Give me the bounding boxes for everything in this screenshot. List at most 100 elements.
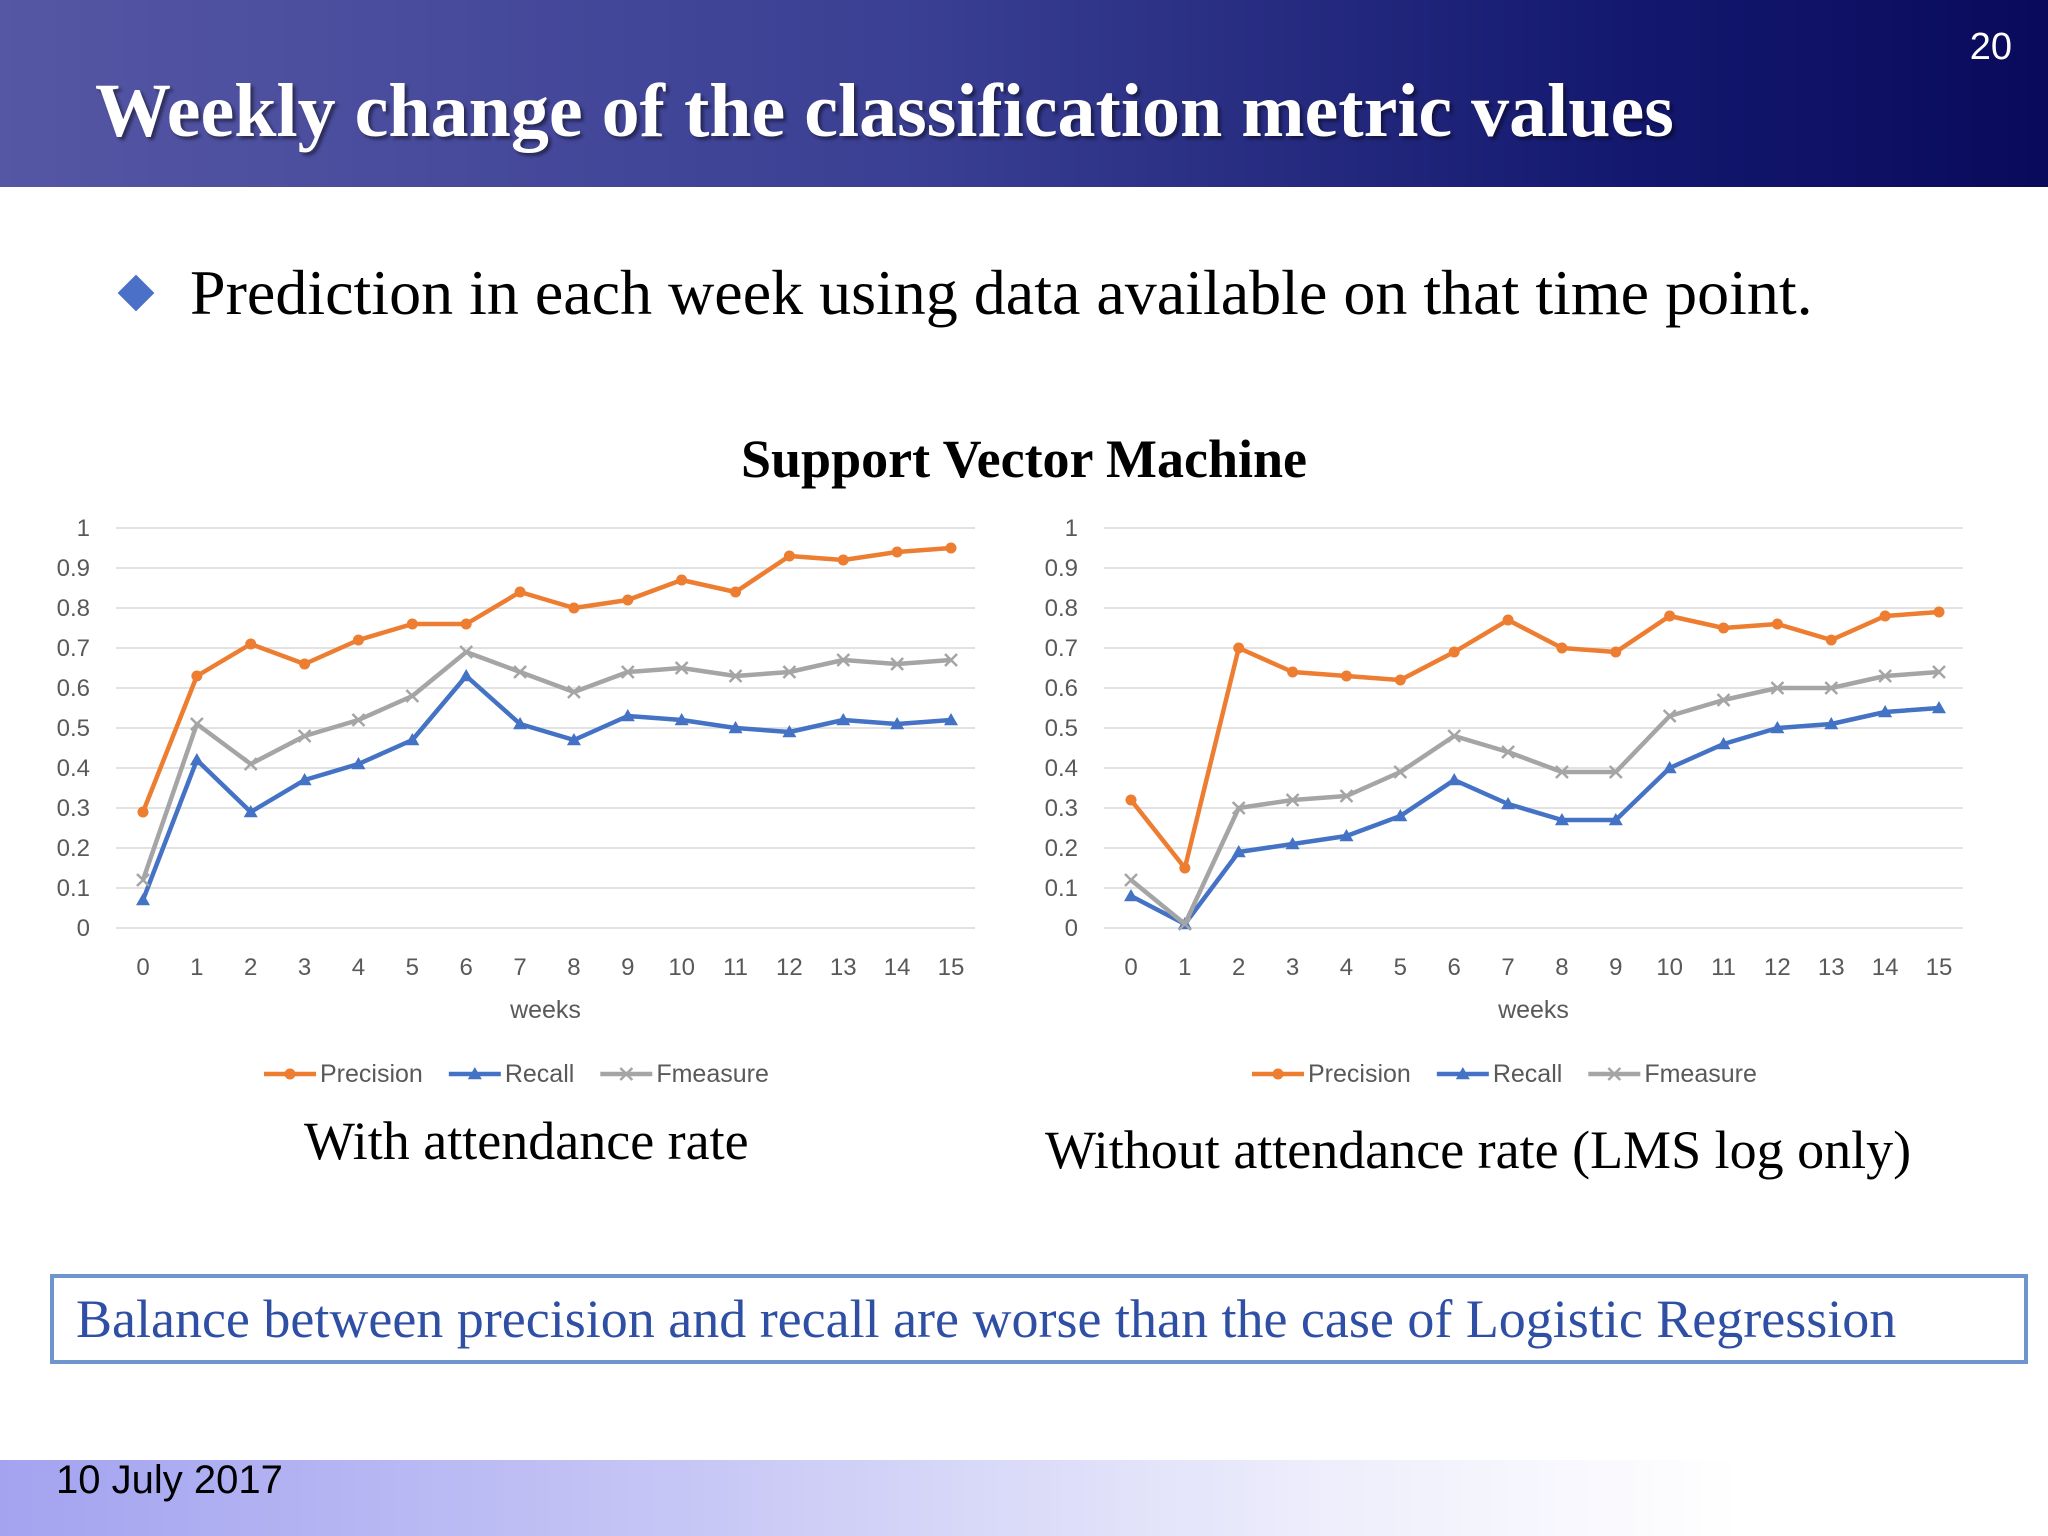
data-point-precision [1394, 674, 1406, 686]
y-tick-label: 0 [1065, 915, 1078, 942]
data-point-fmeasure [1447, 729, 1462, 743]
data-point-precision [837, 554, 849, 566]
x-tick-label: 11 [723, 954, 748, 981]
x-tick-label: 12 [776, 954, 803, 981]
data-point-fmeasure [189, 717, 204, 731]
y-tick-label: 0.6 [57, 675, 90, 702]
x-tick-label: 2 [1232, 954, 1245, 981]
data-point-precision [1556, 642, 1568, 654]
y-tick-label: 0.3 [57, 795, 90, 822]
x-tick-label: 7 [1501, 954, 1514, 981]
data-point-precision [1502, 614, 1514, 626]
data-point-recall [1501, 797, 1516, 810]
x-tick-label: 3 [298, 954, 311, 981]
data-point-precision [137, 806, 149, 818]
page-number: 20 [1969, 26, 2012, 68]
series-points-recall [136, 669, 958, 906]
data-point-precision [1610, 646, 1622, 658]
legend-label: Precision [1308, 1060, 1411, 1088]
legend-marker [284, 1068, 296, 1080]
y-tick-label: 0 [77, 915, 90, 942]
y-tick-label: 0.2 [1045, 835, 1078, 862]
data-point-recall [243, 805, 258, 818]
y-tick-label: 0.8 [1045, 595, 1078, 622]
legend-label: Recall [505, 1060, 574, 1088]
x-tick-label: 2 [244, 954, 257, 981]
data-point-fmeasure [1770, 681, 1785, 695]
data-point-recall [405, 733, 420, 746]
series-line-recall [140, 673, 952, 901]
legend-item-fmeasure: Fmeasure [600, 1060, 769, 1088]
data-point-fmeasure [728, 669, 743, 683]
series-points-recall [1124, 701, 1946, 930]
y-tick-label: 0.6 [1045, 675, 1078, 702]
data-point-fmeasure [513, 665, 527, 679]
data-point-recall [1662, 761, 1677, 774]
data-point-recall [782, 725, 797, 738]
footer-bar [0, 1460, 2048, 1536]
data-point-fmeasure [351, 713, 366, 727]
title-bar: Weekly change of the classification metr… [0, 0, 2048, 187]
data-point-precision [352, 634, 364, 646]
data-point-recall [566, 733, 581, 746]
legend-marker [1455, 1067, 1470, 1080]
data-point-fmeasure [1393, 765, 1408, 779]
data-point-fmeasure [890, 657, 905, 671]
line-chart-with-attendance: 00.10.20.30.40.50.60.70.80.910 1 2 3 4 5 6 7 8 9 1… [57, 515, 975, 1088]
data-point-precision [568, 602, 580, 614]
data-point-precision [191, 670, 203, 682]
data-point-precision [406, 618, 418, 630]
data-point-precision [1179, 862, 1191, 874]
data-point-fmeasure [1932, 665, 1946, 679]
x-tick-label: 0 [136, 954, 149, 981]
legend-item-recall: Recall [448, 1060, 574, 1088]
data-point-recall [351, 757, 366, 770]
data-point-recall [1231, 845, 1246, 858]
data-point-fmeasure [1824, 681, 1839, 695]
data-point-recall [620, 709, 635, 722]
data-point-precision [622, 594, 634, 606]
data-point-recall [1447, 773, 1462, 786]
data-point-precision [730, 586, 742, 598]
data-point-fmeasure [1339, 789, 1354, 803]
data-point-precision [891, 546, 903, 558]
legend-marker [1607, 1067, 1622, 1081]
x-tick-label: 1 [190, 954, 203, 981]
y-tick-label: 0.5 [57, 715, 90, 742]
y-tick-label: 0.9 [1045, 555, 1078, 582]
x-tick-label: 10 [668, 954, 695, 981]
data-point-fmeasure [836, 653, 851, 667]
legend-label: Fmeasure [1644, 1060, 1757, 1088]
data-point-precision [514, 586, 526, 598]
data-point-fmeasure [1124, 873, 1138, 887]
data-point-recall [728, 721, 743, 734]
data-point-precision [299, 658, 311, 670]
x-tick-label: 15 [938, 954, 965, 981]
data-point-precision [1448, 646, 1460, 658]
y-tick-label: 0.5 [1045, 715, 1078, 742]
x-tick-label: 5 [1394, 954, 1407, 981]
data-point-recall [189, 753, 204, 766]
y-tick-label: 0.8 [57, 595, 90, 622]
series-points-fmeasure [136, 645, 958, 887]
data-point-precision [1233, 642, 1245, 654]
y-tick-label: 0.3 [1045, 795, 1078, 822]
x-tick-label: 12 [1764, 954, 1791, 981]
series-points-precision [1125, 606, 1945, 874]
data-point-fmeasure [782, 665, 797, 679]
legend-item-fmeasure: Fmeasure [1588, 1060, 1757, 1088]
data-point-recall [1878, 705, 1893, 718]
data-point-precision [1933, 606, 1945, 618]
data-point-fmeasure [1285, 793, 1300, 807]
data-point-fmeasure [620, 665, 635, 679]
data-point-recall [1554, 813, 1569, 826]
data-point-recall [1339, 829, 1354, 842]
y-tick-label: 0.7 [57, 635, 90, 662]
x-tick-label: 14 [1872, 954, 1899, 981]
data-point-fmeasure [567, 685, 581, 699]
data-point-recall [1285, 837, 1300, 850]
data-point-precision [945, 542, 957, 554]
y-tick-label: 0.4 [57, 755, 90, 782]
x-tick-label: 0 [1124, 954, 1137, 981]
x-tick-label: 4 [1340, 954, 1353, 981]
